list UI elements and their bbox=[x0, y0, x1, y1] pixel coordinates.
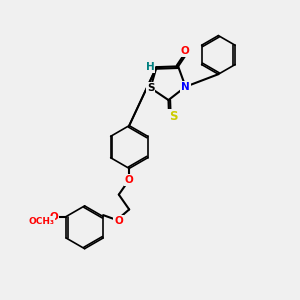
Text: OCH₃: OCH₃ bbox=[28, 217, 54, 226]
Text: O: O bbox=[114, 216, 123, 226]
Text: O: O bbox=[125, 175, 134, 185]
Text: S: S bbox=[169, 110, 177, 123]
Text: O: O bbox=[181, 46, 189, 56]
Text: N: N bbox=[181, 82, 190, 92]
Text: H: H bbox=[146, 62, 154, 72]
Text: O: O bbox=[49, 212, 58, 222]
Text: S: S bbox=[147, 83, 154, 93]
